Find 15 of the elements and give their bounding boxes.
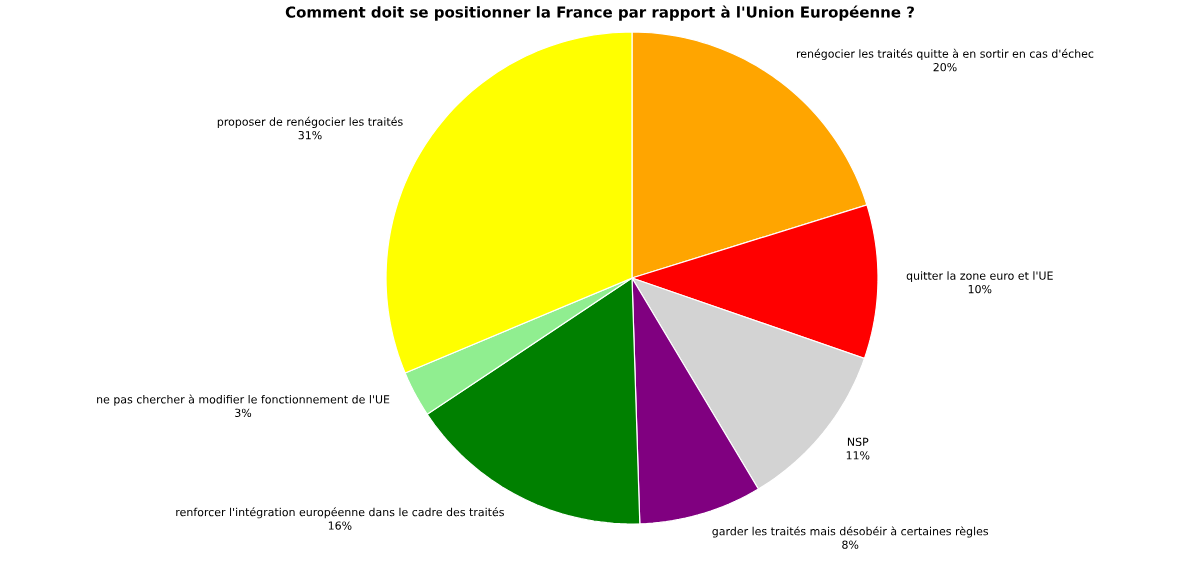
slice-label: renégocier les traités quitte à en sortir en cas d'échec [796,48,1094,60]
slice-label: ne pas chercher à modifier le fonctionnement de l'UE [97,394,390,406]
data-label: 8% [842,540,859,549]
slice-label: renforcer l'intégration européenne dans le cadre des traités [176,507,504,519]
data-label: 20% [933,63,957,72]
data-label: 16% [328,521,352,530]
slice-label: proposer de renégocier les traités [217,116,403,128]
slice-label: garder les traités mais désobéir à certaines règles [712,526,989,538]
slice-label: quitter la zone euro et l'UE [906,271,1053,282]
data-label: 11% [846,451,870,460]
data-label: 3% [235,408,252,418]
chart-title: Comment doit se positionner la France par rapport à l'Union Européenne ? [285,5,914,21]
slice-label: NSP [847,437,869,447]
data-label: 31% [298,131,322,140]
data-label: 10% [968,284,992,294]
